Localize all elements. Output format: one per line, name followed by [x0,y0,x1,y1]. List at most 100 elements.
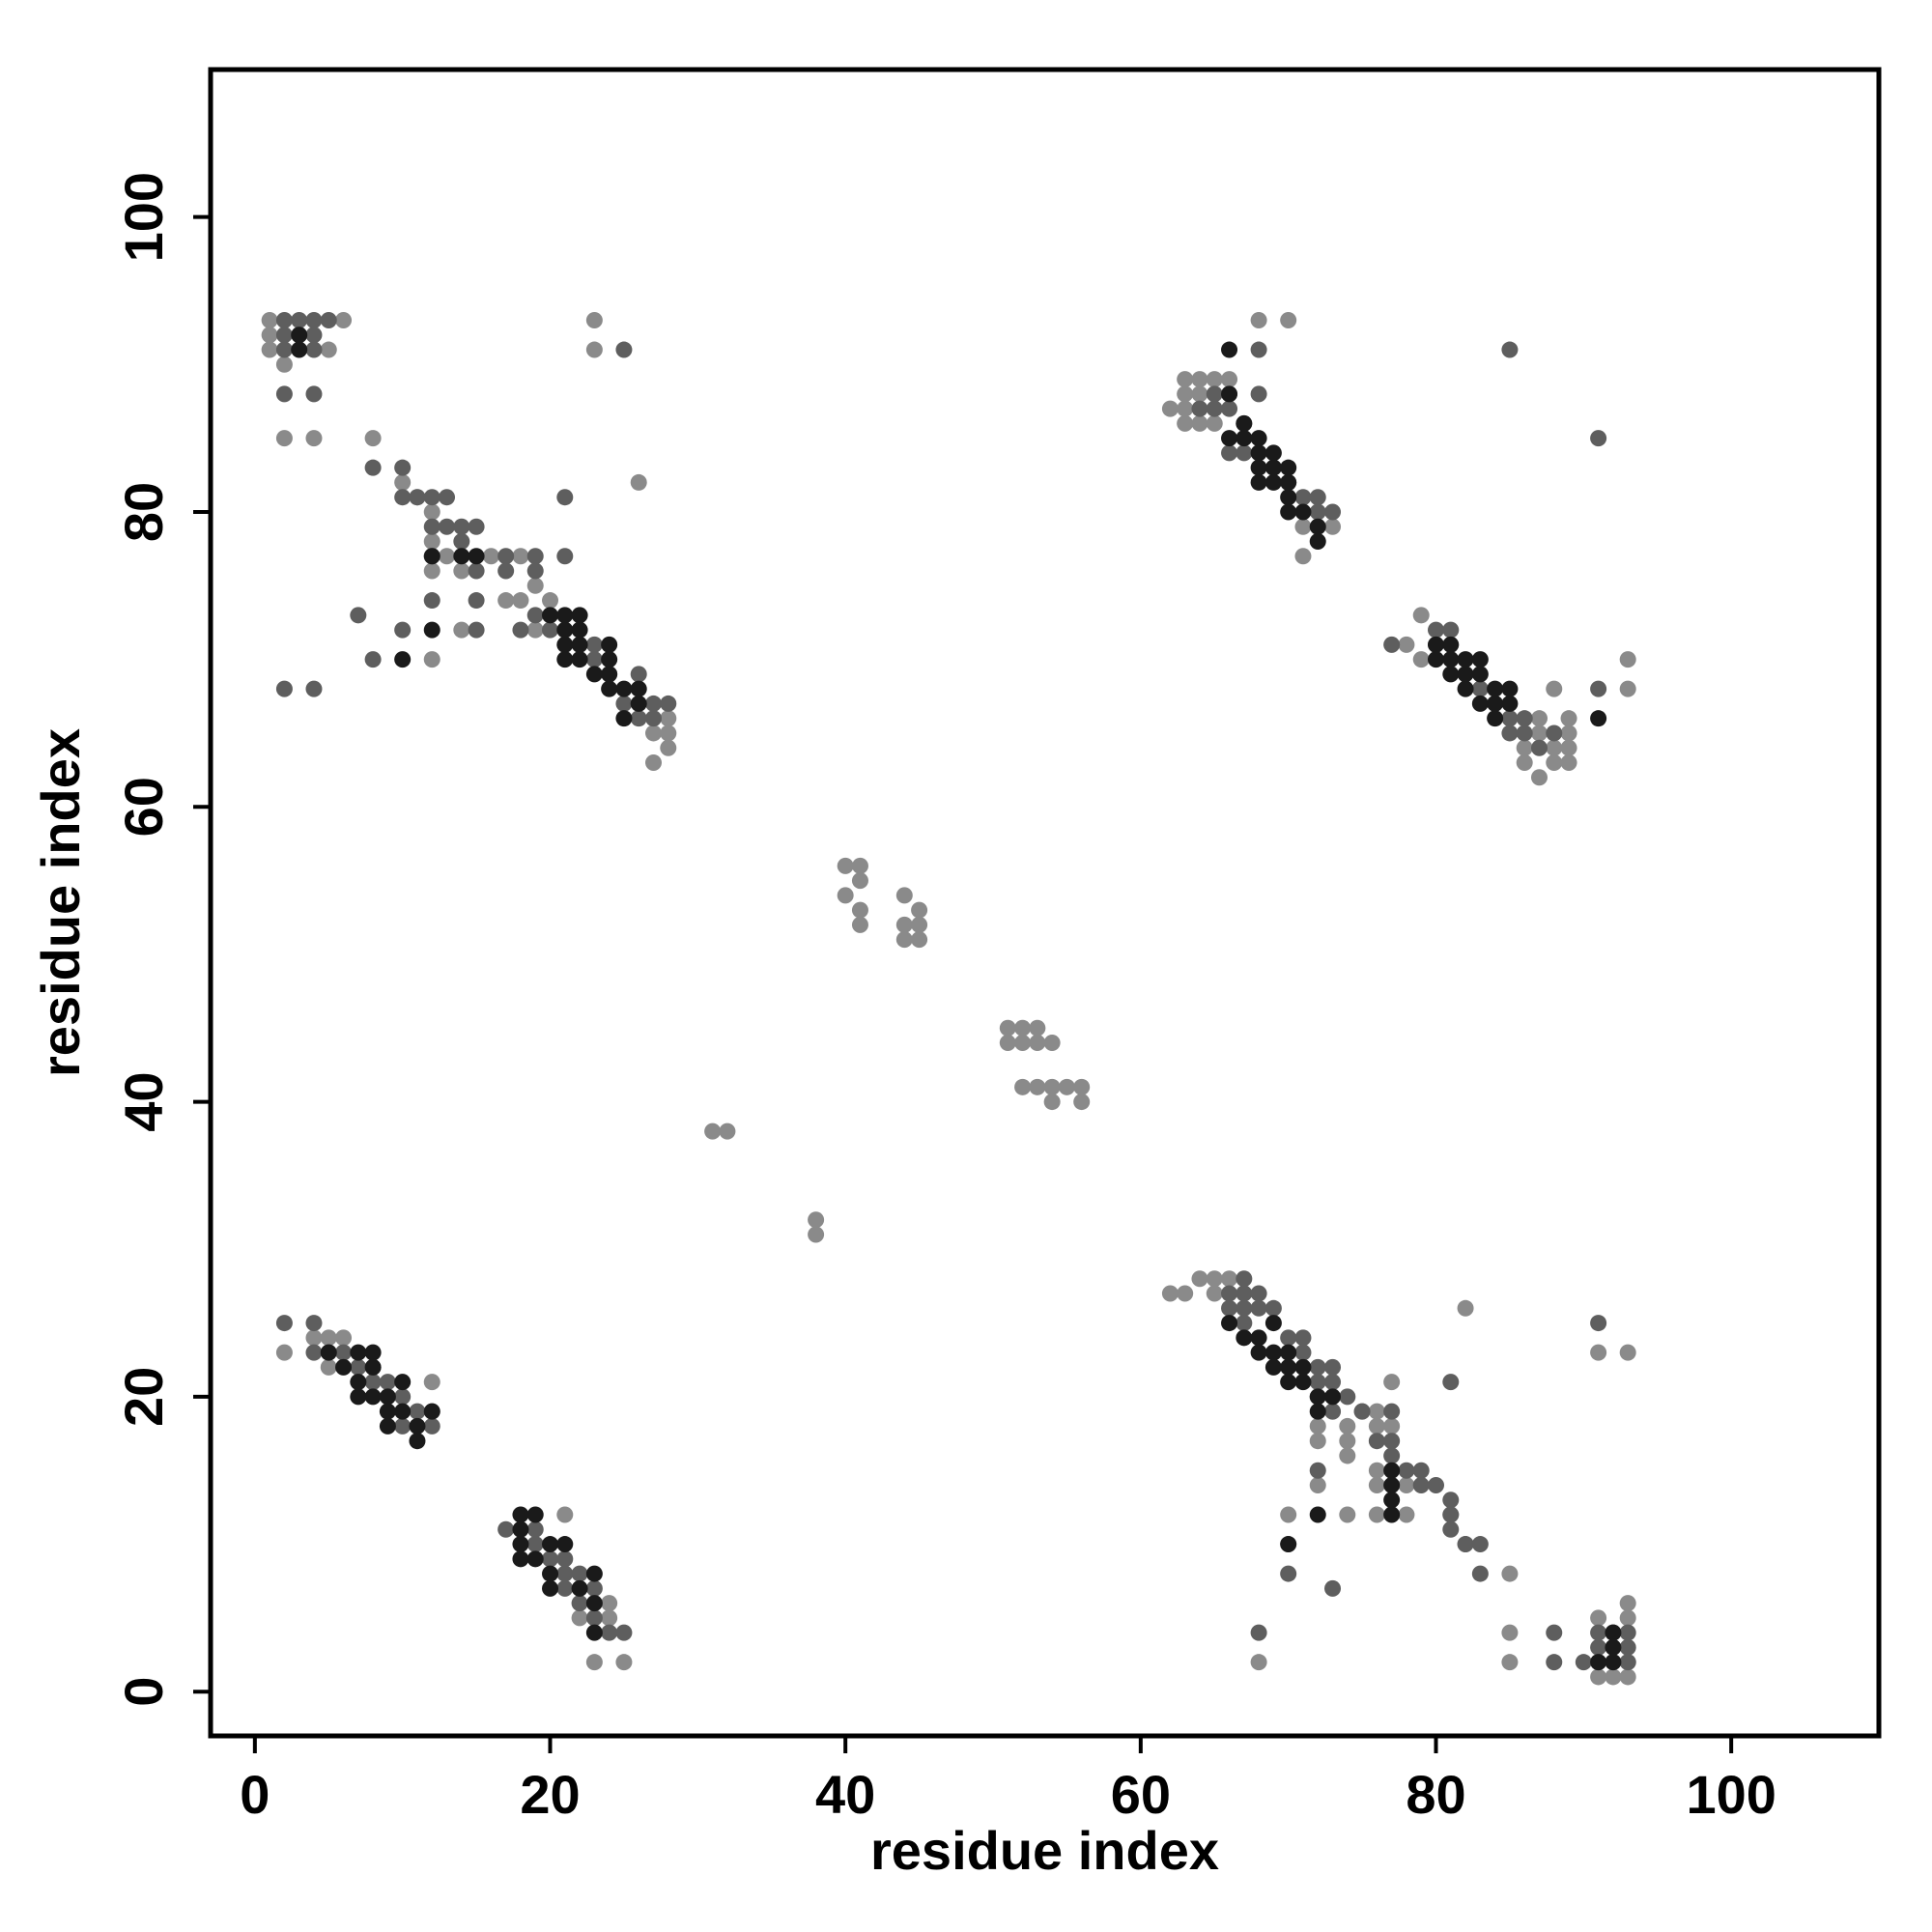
data-point [350,1374,367,1391]
data-point [585,1565,603,1582]
data-point [660,710,677,727]
data-point [999,1035,1016,1052]
data-point [556,1550,574,1568]
data-point [601,680,618,697]
data-point [542,1536,559,1553]
data-point [1383,1403,1401,1420]
data-point [1368,1506,1385,1523]
data-point [1501,695,1519,712]
data-point [1471,1536,1489,1553]
data-point [1309,1358,1326,1376]
data-point [1383,636,1401,653]
data-point [1161,1285,1179,1302]
data-point [1280,503,1297,521]
data-point [423,1403,440,1420]
data-point [1014,1078,1032,1095]
data-point [379,1388,396,1406]
data-point [350,607,367,624]
data-point [1471,666,1489,683]
data-point [1530,739,1548,756]
data-point [305,341,323,358]
y-tick-label: 100 [113,172,174,262]
data-point [1280,459,1297,476]
data-point [1294,1358,1312,1376]
data-point [1250,444,1267,462]
data-point [1250,312,1267,329]
data-point [1442,1506,1460,1523]
data-point [1590,1609,1607,1627]
data-point [1383,1447,1401,1464]
data-point [1191,1270,1208,1288]
data-point [1590,710,1607,727]
x-tick-label: 100 [1686,1764,1776,1825]
x-tick-label: 20 [520,1764,580,1825]
data-point [364,459,382,476]
data-point [305,327,323,344]
data-point [1428,636,1445,653]
data-point [1294,1329,1312,1347]
data-point [291,312,308,329]
data-point [1619,1654,1636,1671]
data-point [1206,1270,1223,1288]
data-point [585,1624,603,1641]
data-point [275,385,293,403]
data-point [601,651,618,668]
data-point [1294,489,1312,506]
data-point [423,562,440,580]
data-point [1501,1624,1519,1641]
data-point [1309,1433,1326,1450]
data-point [1250,459,1267,476]
data-point [1309,1476,1326,1493]
data-point [394,621,412,639]
data-point [1221,341,1238,358]
data-point [1339,1506,1356,1523]
data-point [556,1565,574,1582]
data-point [1029,1019,1046,1037]
data-point [305,680,323,697]
data-point [1383,1506,1401,1523]
data-point [275,1315,293,1332]
data-point [1412,607,1430,624]
data-point [453,548,470,565]
data-point [453,518,470,535]
y-axis-label: residue index [30,728,91,1077]
y-tick-label: 0 [113,1677,174,1707]
data-point [1590,430,1607,447]
data-point [1560,753,1577,771]
data-point [585,1654,603,1671]
data-point [851,901,868,919]
data-point [1280,1358,1297,1376]
data-point [556,548,574,565]
data-point [1043,1078,1061,1095]
data-point [305,430,323,447]
data-point [1605,1668,1622,1686]
x-tick-label: 60 [1111,1764,1171,1825]
data-point [512,592,529,610]
data-point [1442,1520,1460,1538]
data-point [542,607,559,624]
data-point [1619,1668,1636,1686]
data-point [542,1550,559,1568]
data-point [1457,651,1474,668]
data-point [423,532,440,550]
data-point [320,1344,337,1361]
data-point [497,562,515,580]
data-point [1309,1462,1326,1479]
data-point [305,312,323,329]
data-point [571,607,588,624]
data-point [1546,724,1563,742]
data-point [261,327,278,344]
data-point [512,621,529,639]
data-point [1383,1417,1401,1435]
data-point [1457,680,1474,697]
data-point [439,489,456,506]
data-point [1191,414,1208,432]
data-point [394,1374,412,1391]
data-point [1590,1344,1607,1361]
data-point [1501,710,1519,727]
data-point [1560,724,1577,742]
data-point [601,1609,618,1627]
data-point [556,1579,574,1597]
data-point [320,1358,337,1376]
